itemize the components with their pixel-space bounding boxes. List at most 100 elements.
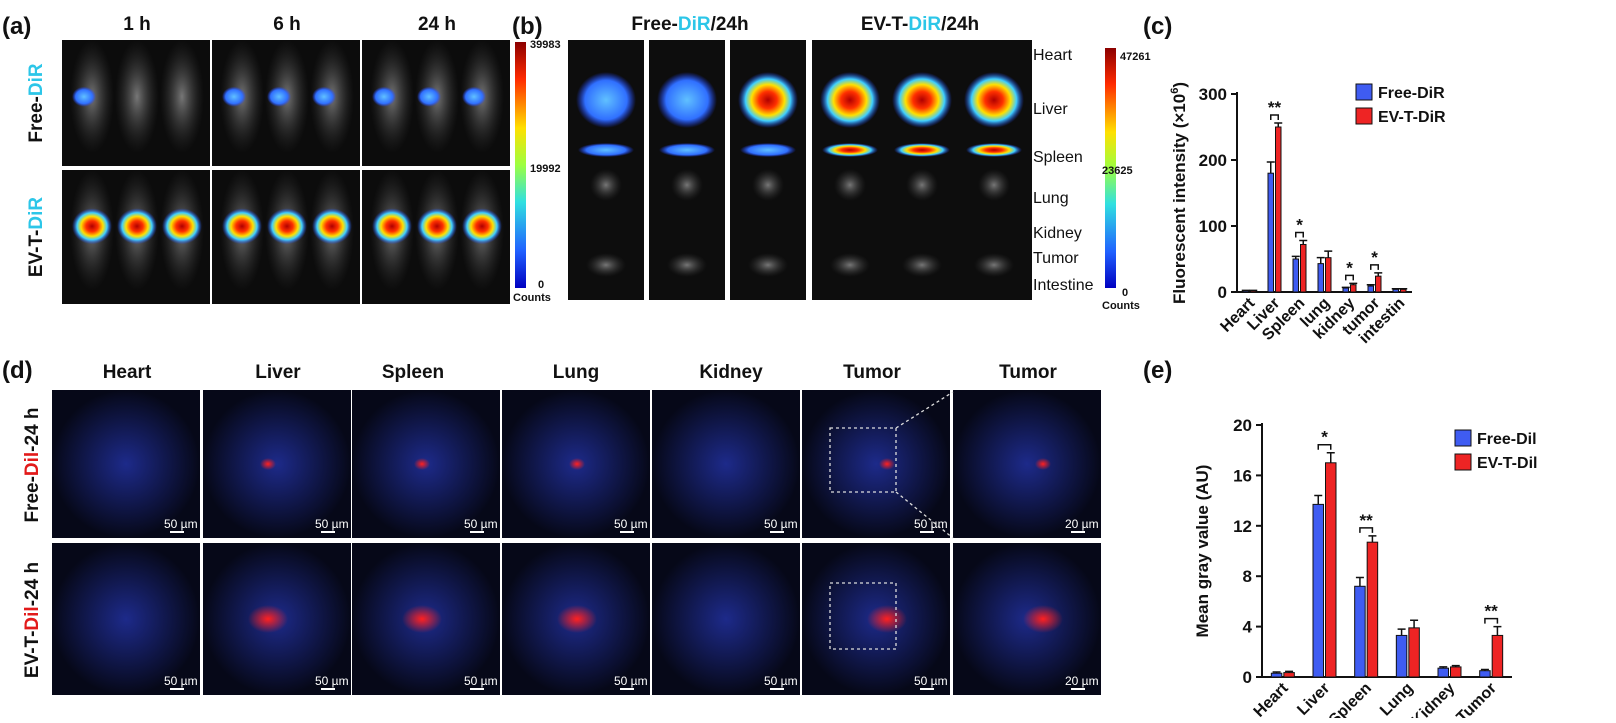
x-tick-label: Lung [1377,680,1417,718]
scale-bar-label: 50 µm [614,674,648,688]
colorbar [515,42,526,288]
panel-label: (c) [1143,13,1172,40]
panel-label: (a) [2,13,31,40]
x-tick-label: Heart [1251,679,1292,718]
colorbar-label: 0 [1122,287,1128,299]
scale-bar-label: 50 µm [315,517,349,531]
y-tick-label: 0 [1243,668,1252,687]
image [953,390,1101,538]
colorbar-unit: Counts [1102,300,1140,312]
scale-bar-label: 50 µm [315,674,349,688]
bar [1293,259,1299,292]
y-tick-label: 0 [1218,283,1227,302]
column-header: Liver [255,362,301,383]
legend-swatch [1356,108,1372,124]
panel-label: (e) [1143,357,1172,384]
image [52,390,200,538]
error-bar [1356,577,1364,586]
column-header: 6 h [273,14,300,35]
significance-label: * [1371,248,1378,267]
panel-label: (b) [512,13,543,40]
scale-bar-label: 50 µm [464,674,498,688]
scale-bar-label: 20 µm [1065,517,1099,531]
error-bar [1399,289,1407,290]
y-axis-label: Mean gray value (AU) [1193,465,1212,638]
bar [1301,244,1307,292]
scale-bar-label: 50 µm [764,674,798,688]
column-header: Heart [103,362,152,383]
legend-swatch [1455,454,1471,470]
column-header: Spleen [382,362,444,383]
colorbar-label: 39983 [530,39,561,51]
y-tick-label: 20 [1233,416,1252,435]
significance-label: ** [1485,602,1499,621]
column-header: Tumor [999,362,1057,383]
legend-swatch [1356,84,1372,100]
bar [1313,504,1324,677]
column-header: 24 h [418,14,456,35]
error-bar [1493,627,1501,636]
bar [1355,586,1366,677]
bar [1284,673,1295,677]
bar [1492,635,1503,677]
scale-bar-label: 50 µm [764,517,798,531]
y-tick-label: 200 [1199,151,1227,170]
x-tick-label: Kidney [1409,680,1459,718]
bar [1396,635,1407,677]
panel-label: (d) [2,357,33,384]
row-label: Free-Dil-24 h [22,407,43,522]
legend-label: EV-T-DiR [1378,109,1446,126]
error-bar [1299,241,1307,245]
error-bar [1392,289,1400,290]
image [52,543,200,695]
row-label: EV-T-Dil-24 h [22,562,43,678]
error-bar [1317,258,1325,264]
error-bar [1410,620,1418,628]
colorbar-label: 47261 [1120,51,1151,63]
organ-label: Intestine [1033,277,1094,294]
bar [1271,673,1282,677]
bar [1368,286,1374,292]
column-header: 1 h [123,14,150,35]
bar [1438,668,1449,677]
significance-label: * [1296,216,1303,235]
error-bar [1368,536,1376,542]
row-label: Free-DiR [26,63,47,142]
x-tick-label: Tumor [1454,680,1500,718]
bar [1480,671,1491,677]
colorbar-label: 0 [538,279,544,291]
scale-bar-label: 50 µm [614,517,648,531]
column-header: Kidney [699,362,763,383]
image-grid [62,40,510,304]
significance-label: ** [1268,98,1282,117]
colorbar-label: 23625 [1102,165,1133,177]
error-bar [1342,287,1350,288]
error-bar [1274,123,1282,127]
organ-label: Kidney [1033,225,1082,242]
bar [1409,628,1420,677]
error-bar [1314,496,1322,505]
bar [1326,258,1332,292]
image-grid: 50 µm 50 µm 50 µm 50 µm 50 µm 50 µm 20 µm 50 µm… [52,390,1101,695]
group-header: Free-DiR/24h [631,14,748,35]
bar [1376,276,1382,292]
column-header: Tumor [843,362,901,383]
x-tick-label: Liver [1294,680,1333,718]
scale-bar-label: 20 µm [1065,674,1099,688]
y-tick-label: 100 [1199,217,1227,236]
bar [1367,542,1378,677]
y-axis-label: Fluorescent intensity (×106) [1169,82,1189,304]
image [652,543,800,695]
image-grid [568,40,1032,300]
colorbar-label: 19992 [530,163,561,175]
organ-label: Liver [1033,101,1068,118]
legend-label: Free-DiR [1378,85,1445,102]
organ-label: Spleen [1033,149,1083,166]
bar [1451,667,1462,677]
significance-label: ** [1360,511,1374,530]
organ-label: Tumor [1033,250,1079,267]
legend-label: EV-T-Dil [1477,455,1537,472]
scale-bar-label: 50 µm [914,674,948,688]
column-header: Lung [553,362,599,383]
error-bar [1324,251,1332,258]
